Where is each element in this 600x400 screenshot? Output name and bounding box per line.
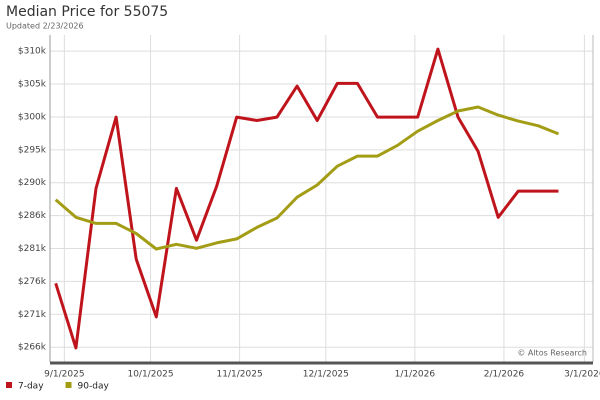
- plot-area: [50, 35, 593, 362]
- y-tick-label: $271k: [18, 310, 47, 320]
- x-tick-label: 11/1/2025: [217, 370, 263, 380]
- y-tick-label: $290k: [18, 178, 47, 188]
- x-tick-label: 12/1/2025: [303, 370, 349, 380]
- chart-subtitle: Updated 2/23/2026: [6, 22, 84, 31]
- x-tick-label: 10/1/2025: [127, 370, 173, 380]
- y-tick-label: $295k: [18, 145, 47, 155]
- chart-title: Median Price for 55075: [6, 4, 168, 20]
- y-tick-label: $266k: [18, 343, 47, 353]
- legend-swatch: [65, 382, 72, 388]
- x-tick-label: 2/1/2026: [484, 370, 525, 380]
- x-tick-label: 3/1/2026: [564, 370, 600, 380]
- legend-label: 90-day: [78, 382, 110, 392]
- y-tick-label: $305k: [18, 80, 47, 90]
- series-line: [54, 47, 559, 350]
- x-tick-label: 1/1/2026: [395, 370, 436, 380]
- legend-swatch: [6, 382, 12, 388]
- legend-label: 7-day: [18, 382, 44, 392]
- x-tick-label: 9/1/2025: [44, 370, 84, 380]
- y-tick-label: $310k: [18, 47, 47, 57]
- watermark: © Altos Research: [517, 349, 587, 358]
- y-tick-label: $281k: [18, 244, 47, 254]
- y-tick-label: $276k: [18, 277, 47, 287]
- y-tick-label: $300k: [18, 112, 47, 122]
- series-line: [54, 105, 560, 251]
- y-tick-label: $286k: [18, 211, 47, 221]
